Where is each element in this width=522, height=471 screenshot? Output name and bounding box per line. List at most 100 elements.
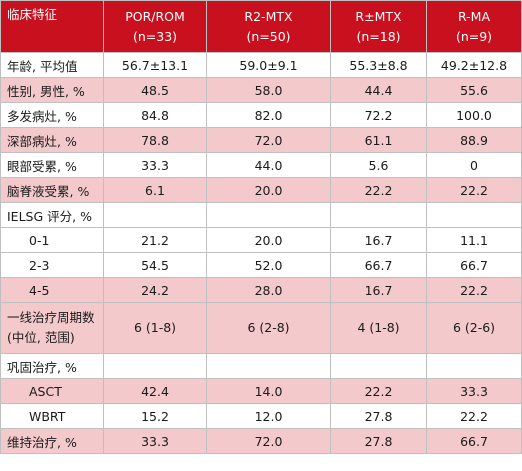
cell-value	[330, 202, 427, 228]
cell-value: 20.0	[206, 177, 331, 203]
row-label: IELSG 评分, %	[0, 202, 104, 228]
cell-value: 12.0	[206, 403, 331, 429]
cell-value: 24.2	[103, 277, 207, 303]
cell-value: 42.4	[103, 378, 207, 404]
cell-value: 52.0	[206, 252, 331, 278]
cell-value: 33.3	[103, 152, 207, 178]
row-label-line: (中位, 范围)	[7, 330, 75, 345]
cell-value: 72.0	[206, 127, 331, 153]
header-r2-mtx: R2-MTX (n=50)	[206, 0, 331, 53]
header-col-name: R±MTX	[355, 8, 402, 24]
cell-value: 6.1	[103, 177, 207, 203]
cell-value: 55.3±8.8	[330, 52, 427, 78]
row-ielsg-score: IELSG 评分, %	[0, 202, 522, 228]
cell-value: 66.7	[330, 252, 427, 278]
cell-value: 72.0	[206, 428, 331, 454]
cell-value: 22.2	[330, 177, 427, 203]
cell-value: 28.0	[206, 277, 331, 303]
cell-value: 22.2	[426, 403, 522, 429]
cell-value: 44.0	[206, 152, 331, 178]
row-label: 多发病灶, %	[0, 102, 104, 128]
header-col-n: (n=18)	[356, 28, 401, 44]
cell-value: 6 (2-8)	[206, 302, 331, 354]
row-multiple-lesions: 多发病灶, % 84.8 82.0 72.2 100.0	[0, 102, 522, 128]
row-label: 脑脊液受累, %	[0, 177, 104, 203]
cell-value: 0	[426, 152, 522, 178]
header-col-n: (n=50)	[246, 28, 291, 44]
row-sex-male: 性别, 男性, % 48.5 58.0 44.4 55.6	[0, 77, 522, 103]
cell-value: 27.8	[330, 403, 427, 429]
cell-value	[330, 353, 427, 379]
row-first-line-cycles: 一线治疗周期数 (中位, 范围) 6 (1-8) 6 (2-8) 4 (1-8)…	[0, 302, 522, 354]
cell-value: 54.5	[103, 252, 207, 278]
cell-value: 22.2	[426, 277, 522, 303]
cell-value: 82.0	[206, 102, 331, 128]
row-csf-involvement: 脑脊液受累, % 6.1 20.0 22.2 22.2	[0, 177, 522, 203]
cell-value: 61.1	[330, 127, 427, 153]
row-label: 2-3	[0, 252, 104, 278]
cell-value: 33.3	[426, 378, 522, 404]
cell-value: 20.0	[206, 227, 331, 253]
cell-value: 14.0	[206, 378, 331, 404]
cell-value: 5.6	[330, 152, 427, 178]
row-ielsg-0-1: 0-1 21.2 20.0 16.7 11.1	[0, 227, 522, 253]
cell-value: 21.2	[103, 227, 207, 253]
clinical-characteristics-table: 临床特征 POR/ROM (n=33) R2-MTX (n=50) R±MTX …	[0, 0, 522, 454]
cell-value: 11.1	[426, 227, 522, 253]
row-age: 年龄, 平均值 56.7±13.1 59.0±9.1 55.3±8.8 49.2…	[0, 52, 522, 78]
header-col-n: (n=33)	[132, 28, 178, 44]
row-label: 维持治疗, %	[0, 428, 104, 454]
header-label: 临床特征	[0, 0, 104, 53]
cell-value: 56.7±13.1	[103, 52, 207, 78]
cell-value: 88.9	[426, 127, 522, 153]
cell-value: 16.7	[330, 227, 427, 253]
row-ielsg-4-5: 4-5 24.2 28.0 16.7 22.2	[0, 277, 522, 303]
cell-value: 55.6	[426, 77, 522, 103]
cell-value: 49.2±12.8	[426, 52, 522, 78]
cell-value: 15.2	[103, 403, 207, 429]
cell-value: 4 (1-8)	[330, 302, 427, 354]
cell-value: 100.0	[426, 102, 522, 128]
header-col-n: (n=9)	[455, 28, 493, 44]
row-wbrt: WBRT 15.2 12.0 27.8 22.2	[0, 403, 522, 429]
row-label: 深部病灶, %	[0, 127, 104, 153]
cell-value: 6 (2-6)	[426, 302, 522, 354]
row-label: 性别, 男性, %	[0, 77, 104, 103]
row-label: 巩固治疗, %	[0, 353, 104, 379]
cell-value: 84.8	[103, 102, 207, 128]
cell-value: 72.2	[330, 102, 427, 128]
cell-value: 78.8	[103, 127, 207, 153]
row-label: 一线治疗周期数 (中位, 范围)	[0, 302, 104, 354]
row-asct: ASCT 42.4 14.0 22.2 33.3	[0, 378, 522, 404]
header-col-name: R-MA	[457, 8, 491, 24]
row-label: 眼部受累, %	[0, 152, 104, 178]
row-label: ASCT	[0, 378, 104, 404]
row-label: 0-1	[0, 227, 104, 253]
cell-value	[206, 353, 331, 379]
row-maintenance: 维持治疗, % 33.3 72.0 27.8 66.7	[0, 428, 522, 454]
cell-value: 66.7	[426, 252, 522, 278]
cell-value: 66.7	[426, 428, 522, 454]
cell-value	[426, 202, 522, 228]
row-ocular-involvement: 眼部受累, % 33.3 44.0 5.6 0	[0, 152, 522, 178]
header-col-name: R2-MTX	[244, 8, 293, 24]
cell-value	[206, 202, 331, 228]
cell-value: 58.0	[206, 77, 331, 103]
header-col-name: POR/ROM	[125, 8, 185, 24]
cell-value: 44.4	[330, 77, 427, 103]
row-label: 4-5	[0, 277, 104, 303]
cell-value: 22.2	[330, 378, 427, 404]
cell-value: 16.7	[330, 277, 427, 303]
header-r-mtx: R±MTX (n=18)	[330, 0, 427, 53]
cell-value: 27.8	[330, 428, 427, 454]
row-deep-lesions: 深部病灶, % 78.8 72.0 61.1 88.9	[0, 127, 522, 153]
row-label-line: 一线治疗周期数	[7, 310, 95, 325]
cell-value: 33.3	[103, 428, 207, 454]
cell-value: 6 (1-8)	[103, 302, 207, 354]
cell-value	[103, 353, 207, 379]
row-consolidation: 巩固治疗, %	[0, 353, 522, 379]
cell-value: 22.2	[426, 177, 522, 203]
row-label: WBRT	[0, 403, 104, 429]
header-r-ma: R-MA (n=9)	[426, 0, 522, 53]
